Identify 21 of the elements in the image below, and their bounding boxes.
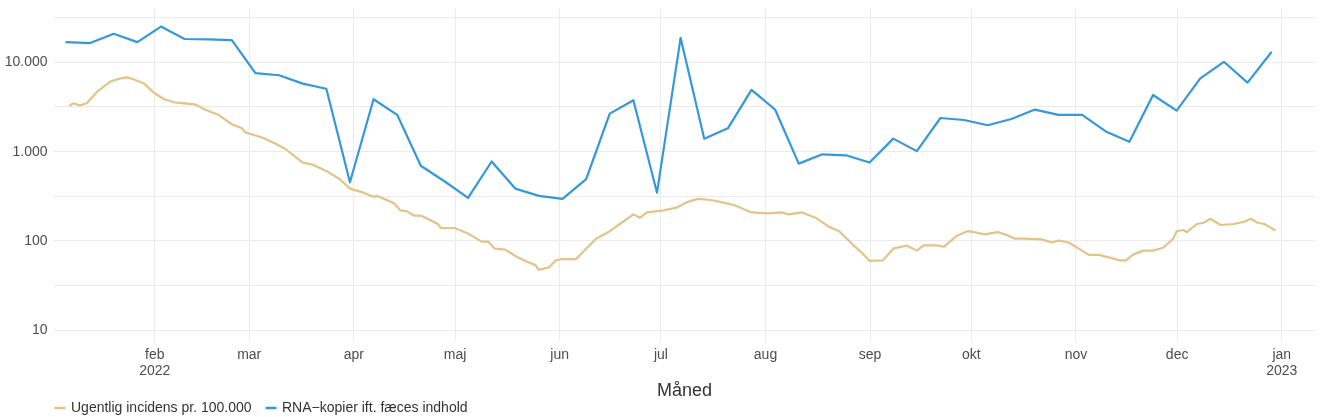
y-tick-label: 10 [31,321,48,338]
x-tick-label: jun [549,345,569,362]
x-tick-label: dec [1165,345,1189,362]
x-tick-label: nov [1064,345,1088,362]
legend-label: Ugentlig incidens pr. 100.000 [71,399,252,415]
y-tick-label: 1.000 [12,142,48,159]
x-tick-label: jan 2023 [1266,345,1298,378]
line-series [68,76,1276,271]
x-tick-label: apr [343,345,365,362]
x-axis-title: Måned [656,379,713,400]
x-tick-label: feb 2022 [139,345,171,378]
legend-label: RNA−kopier ift. fæces indhold [282,399,468,415]
x-tick-label: sep [858,345,882,362]
line-series [65,25,1273,201]
y-tick-label: 10.000 [4,53,48,70]
x-tick-label: maj [443,345,467,362]
x-tick-label: aug [753,345,778,362]
y-tick-label: 100 [24,231,48,248]
x-tick-label: okt [961,345,981,362]
x-tick-label: mar [237,345,262,362]
x-tick-label: jul [652,345,668,362]
